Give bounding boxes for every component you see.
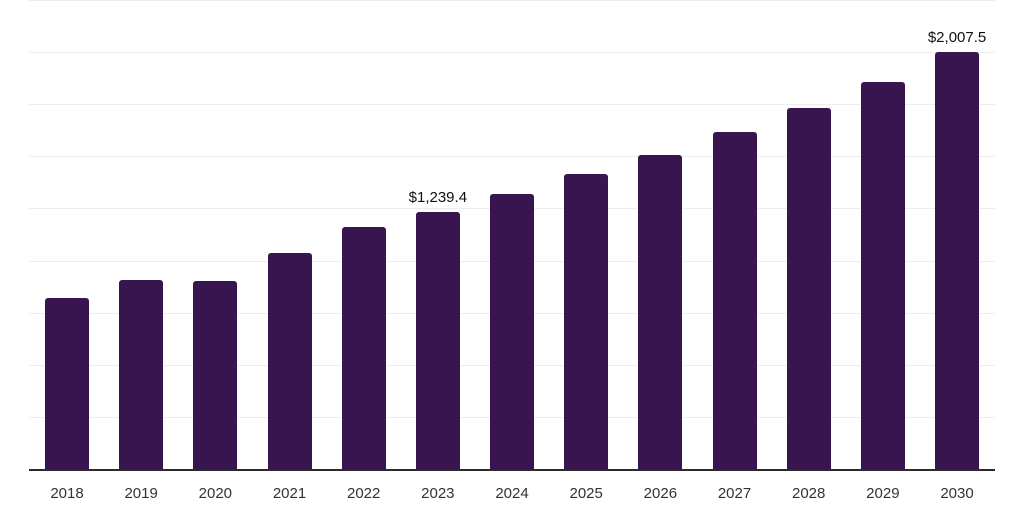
bar-2027 <box>712 131 757 470</box>
x-tick-label-2020: 2020 <box>198 485 233 502</box>
bar-2022 <box>341 227 386 470</box>
gridline <box>29 0 995 1</box>
x-tick-label-2022: 2022 <box>346 485 381 502</box>
bar-2020 <box>193 281 238 470</box>
x-tick-label-2018: 2018 <box>50 485 84 502</box>
plot-area: $1,239.4 $2,007.5 <box>29 0 995 471</box>
x-tick-label-2026: 2026 <box>643 485 678 502</box>
x-tick-label-2021: 2021 <box>272 485 307 502</box>
x-tick-label-2028: 2028 <box>792 485 826 502</box>
bar-value-label-2023: $1,239.4 <box>408 188 468 206</box>
bar-2023 <box>415 211 460 470</box>
bar-2026 <box>638 155 683 470</box>
x-tick-label-2030: 2030 <box>940 485 974 502</box>
x-tick-label-2024: 2024 <box>495 485 529 502</box>
bar-2028 <box>786 108 831 470</box>
bar-value-label-2030: $2,007.5 <box>927 28 987 46</box>
bar-2019 <box>119 280 164 470</box>
x-tick-label-2019: 2019 <box>124 485 158 502</box>
x-tick-label-2027: 2027 <box>717 485 752 502</box>
bar-2025 <box>564 174 609 470</box>
x-tick-label-2023: 2023 <box>421 485 455 502</box>
gridline <box>29 104 995 106</box>
gridline <box>29 156 995 158</box>
bar-2030 <box>935 51 980 470</box>
gridline <box>29 52 995 54</box>
bar-2021 <box>267 252 312 470</box>
bar-2024 <box>490 193 535 470</box>
bar-2018 <box>45 298 89 470</box>
x-tick-label-2029: 2029 <box>866 485 900 502</box>
x-tick-label-2025: 2025 <box>569 485 603 502</box>
x-axis-line <box>29 469 995 471</box>
bar-2029 <box>860 81 905 470</box>
